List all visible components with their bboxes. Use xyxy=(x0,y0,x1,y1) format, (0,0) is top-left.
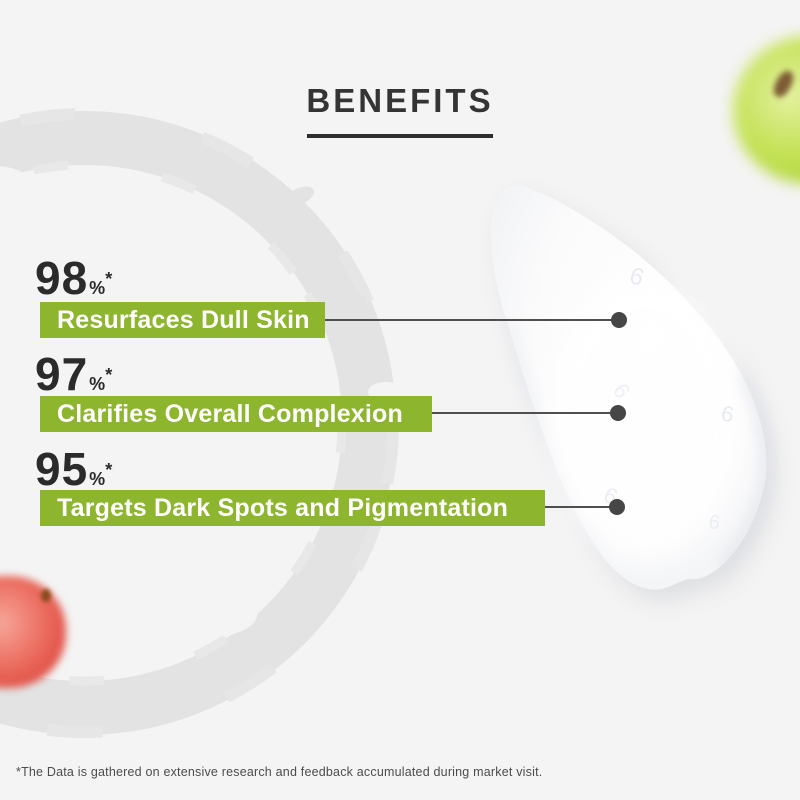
percent-sign: % xyxy=(89,469,106,489)
connector-line xyxy=(545,506,610,508)
stat-value-clarifies: 97%* xyxy=(35,351,112,397)
stat-label-band: Clarifies Overall Complexion xyxy=(40,396,432,432)
connector-line xyxy=(325,319,612,321)
footnote: *The Data is gathered on extensive resea… xyxy=(16,765,543,779)
page-title: BENEFITS xyxy=(306,82,494,119)
stat-percentage: 95 xyxy=(35,443,89,495)
embossed-glyph: 6 xyxy=(719,400,736,427)
asterisk-mark: * xyxy=(105,269,113,289)
stat-percentage: 98 xyxy=(35,252,89,304)
title-underline xyxy=(307,134,493,138)
stat-label-band: Resurfaces Dull Skin xyxy=(40,302,325,338)
asterisk-mark: * xyxy=(105,365,113,385)
asterisk-mark: * xyxy=(105,460,113,480)
connector-dot xyxy=(610,405,626,421)
connector-dot xyxy=(609,499,625,515)
connector-line xyxy=(432,412,611,414)
stat-percentage: 97 xyxy=(35,348,89,400)
connector-dot xyxy=(611,312,627,328)
percent-sign: % xyxy=(89,278,106,298)
lychee-stem xyxy=(41,589,51,602)
stat-value-targets: 95%* xyxy=(35,446,112,492)
percent-sign: % xyxy=(89,374,106,394)
stat-value-resurfaces: 98%* xyxy=(35,255,112,301)
embossed-glyph: 6 xyxy=(707,511,721,534)
stat-label-band: Targets Dark Spots and Pigmentation xyxy=(40,490,545,526)
